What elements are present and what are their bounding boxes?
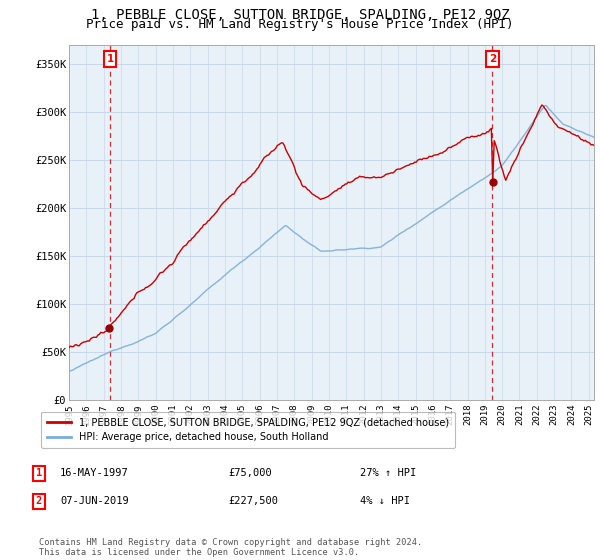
Text: Contains HM Land Registry data © Crown copyright and database right 2024.
This d: Contains HM Land Registry data © Crown c… [39, 538, 422, 557]
Text: £75,000: £75,000 [228, 468, 272, 478]
Text: Price paid vs. HM Land Registry's House Price Index (HPI): Price paid vs. HM Land Registry's House … [86, 18, 514, 31]
Text: 1: 1 [106, 54, 113, 64]
Text: 2: 2 [488, 54, 496, 64]
Text: 2: 2 [36, 496, 42, 506]
Text: £227,500: £227,500 [228, 496, 278, 506]
Text: 16-MAY-1997: 16-MAY-1997 [60, 468, 129, 478]
Text: 1, PEBBLE CLOSE, SUTTON BRIDGE, SPALDING, PE12 9QZ: 1, PEBBLE CLOSE, SUTTON BRIDGE, SPALDING… [91, 8, 509, 22]
Text: 4% ↓ HPI: 4% ↓ HPI [360, 496, 410, 506]
Text: 07-JUN-2019: 07-JUN-2019 [60, 496, 129, 506]
Text: 1: 1 [36, 468, 42, 478]
Legend: 1, PEBBLE CLOSE, SUTTON BRIDGE, SPALDING, PE12 9QZ (detached house), HPI: Averag: 1, PEBBLE CLOSE, SUTTON BRIDGE, SPALDING… [41, 412, 455, 448]
Text: 27% ↑ HPI: 27% ↑ HPI [360, 468, 416, 478]
